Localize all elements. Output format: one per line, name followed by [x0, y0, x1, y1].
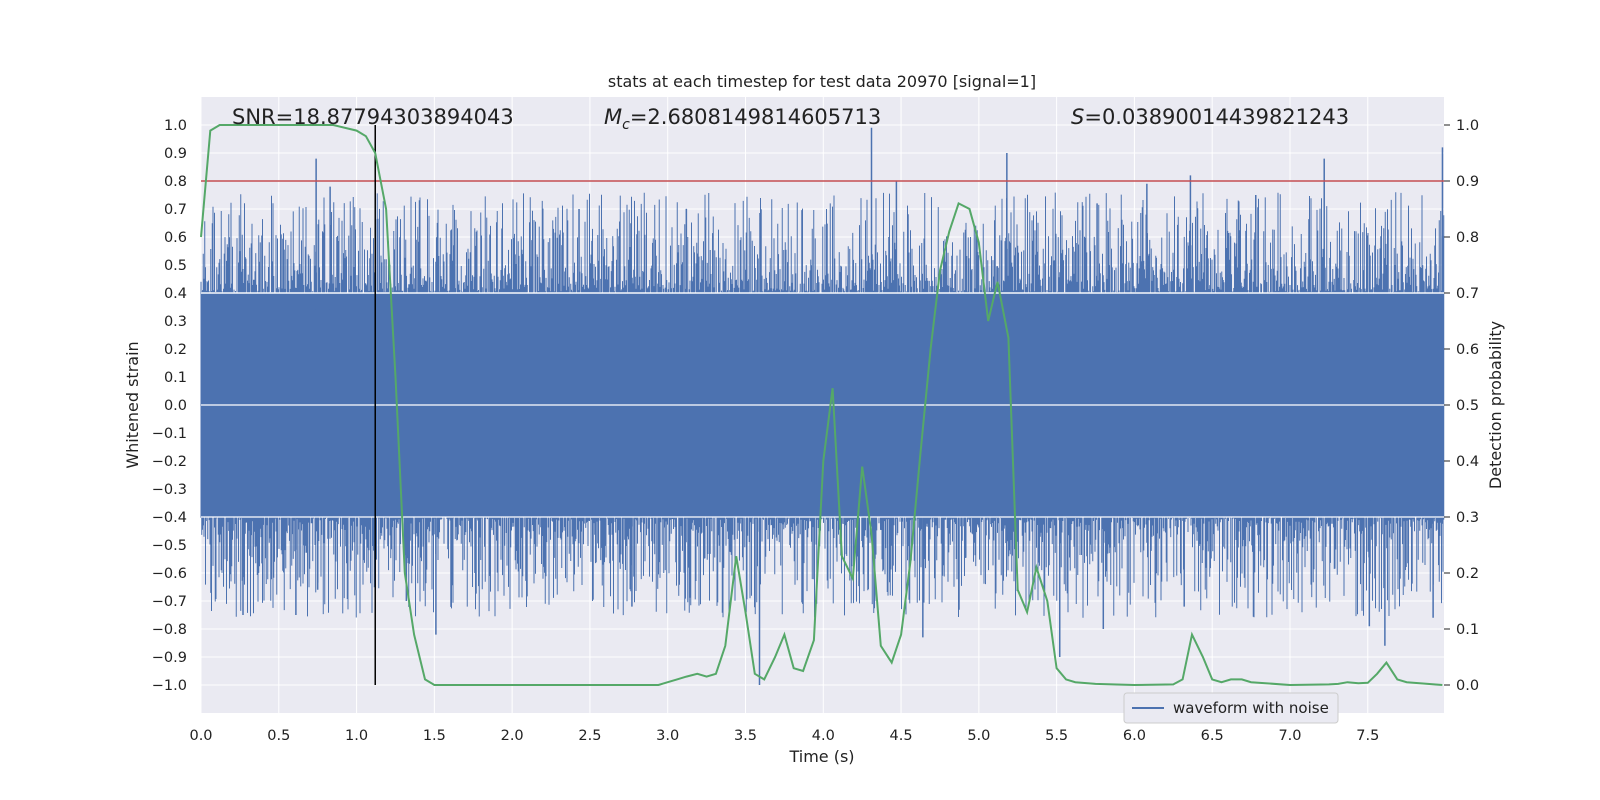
y-tick-label: 0.7 — [164, 202, 187, 218]
y-tick-label: 0.6 — [164, 230, 187, 246]
chart: stats at each timestep for test data 209… — [0, 0, 1600, 800]
y-tick-label: −0.6 — [152, 566, 187, 582]
chart-title: stats at each timestep for test data 209… — [608, 72, 1036, 91]
y2-tick-label: 0.4 — [1456, 454, 1479, 470]
x-tick-label: 7.5 — [1356, 728, 1379, 744]
y-tick-label: −0.4 — [152, 510, 187, 526]
y2-tick-label: 0.7 — [1456, 286, 1479, 302]
y2-tick-label: 0.1 — [1456, 622, 1479, 638]
x-tick-label: 7.0 — [1278, 728, 1301, 744]
y2-tick-label: 0.5 — [1456, 398, 1479, 414]
y2-tick-label: 0.3 — [1456, 510, 1479, 526]
y-tick-label: −0.1 — [152, 426, 187, 442]
y-tick-label: 0.9 — [164, 146, 187, 162]
x-tick-label: 5.5 — [1045, 728, 1068, 744]
y-tick-label: −0.9 — [152, 650, 187, 666]
x-tick-label: 5.0 — [967, 728, 990, 744]
legend-label: waveform with noise — [1173, 699, 1329, 717]
y2-tick-label: 0.8 — [1456, 230, 1479, 246]
y-axis-ticks: 1.0 0.9 0.8 0.7 0.6 0.5 0.4 0.3 0.2 0.1 0.0 −0.1 −0.… — [152, 118, 187, 694]
y-tick-label: −1.0 — [152, 678, 187, 694]
x-axis-label: Time (s) — [788, 747, 854, 766]
y-tick-label: −0.8 — [152, 622, 187, 638]
y-tick-label: 0.1 — [164, 370, 187, 386]
x-tick-label: 0.0 — [189, 728, 212, 744]
chirp-mass-annotation: Mc=2.6808149814605713 — [604, 105, 881, 133]
x-tick-label: 1.5 — [423, 728, 446, 744]
x-axis-ticks: 0.0 0.5 1.0 1.5 2.0 2.5 3.0 3.5 4.0 4.5 5.0 5.5 6.0 6… — [189, 728, 1379, 744]
chirp-mass-symbol: M — [604, 105, 622, 129]
y2-tick-label: 0.6 — [1456, 342, 1479, 358]
y-tick-label: 0.5 — [164, 258, 187, 274]
x-tick-label: 3.5 — [734, 728, 757, 744]
y2-axis-ticks: 1.0 0.9 0.8 0.7 0.6 0.5 0.4 0.3 0.2 0.1 0.0 — [1444, 118, 1479, 694]
y-tick-label: 0.4 — [164, 286, 187, 302]
y2-tick-label: 0.9 — [1456, 174, 1479, 190]
y-axis-label: Whitened strain — [123, 341, 142, 468]
x-tick-label: 1.0 — [345, 728, 368, 744]
legend: waveform with noise — [1124, 693, 1338, 723]
s-stat-annotation: S=0.03890014439821243 — [1071, 105, 1349, 129]
y-tick-label: −0.2 — [152, 454, 187, 470]
x-tick-label: 3.0 — [656, 728, 679, 744]
y-tick-label: 1.0 — [164, 118, 187, 134]
x-tick-label: 4.5 — [890, 728, 913, 744]
y2-tick-label: 1.0 — [1456, 118, 1479, 134]
x-tick-label: 2.0 — [501, 728, 524, 744]
y2-tick-label: 0.0 — [1456, 678, 1479, 694]
y-tick-label: 0.0 — [164, 398, 187, 414]
x-tick-label: 4.0 — [812, 728, 835, 744]
chirp-mass-value: =2.6808149814605713 — [630, 105, 881, 129]
x-tick-label: 2.5 — [578, 728, 601, 744]
x-tick-label: 6.5 — [1201, 728, 1224, 744]
s-stat-symbol: S — [1071, 105, 1084, 129]
y2-tick-label: 0.2 — [1456, 566, 1479, 582]
s-stat-value: =0.03890014439821243 — [1084, 105, 1349, 129]
x-tick-label: 0.5 — [267, 728, 290, 744]
snr-annotation: SNR=18.87794303894043 — [232, 105, 514, 129]
x-tick-label: 6.0 — [1123, 728, 1146, 744]
y-tick-label: 0.3 — [164, 314, 187, 330]
y-tick-label: 0.8 — [164, 174, 187, 190]
y-tick-label: 0.2 — [164, 342, 187, 358]
y-tick-label: −0.7 — [152, 594, 187, 610]
y-tick-label: −0.3 — [152, 482, 187, 498]
y2-axis-label: Detection probability — [1486, 321, 1505, 489]
y-tick-label: −0.5 — [152, 538, 187, 554]
